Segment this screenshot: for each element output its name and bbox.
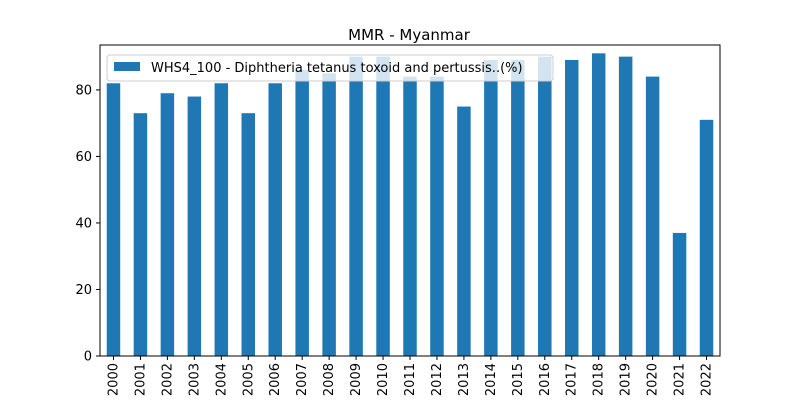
bar-2016 <box>538 56 552 356</box>
bar-2013 <box>457 106 471 356</box>
x-tick-label: 2010 <box>376 363 391 396</box>
bar-2000 <box>106 83 121 356</box>
x-tick-label: 2015 <box>511 363 526 396</box>
bar-2021 <box>672 232 687 356</box>
y-tick-label: 0 <box>84 350 92 365</box>
bar-2017 <box>565 59 579 356</box>
x-tick-label: 2007 <box>295 363 310 396</box>
bar-2007 <box>295 69 309 356</box>
bar-2018 <box>591 53 606 356</box>
bar-2020 <box>645 76 660 356</box>
y-tick-label: 40 <box>75 216 92 231</box>
bar-2019 <box>618 56 633 356</box>
bar-2009 <box>349 56 363 356</box>
bar-2001 <box>133 113 148 356</box>
x-tick-label: 2012 <box>430 363 445 396</box>
chart-title: MMR - Myanmar <box>348 26 471 44</box>
y-axis: 0 20 40 60 80 <box>75 83 100 365</box>
x-tick-label: 2004 <box>214 363 229 396</box>
bar-2015 <box>511 59 525 356</box>
x-tick-label: 2001 <box>133 363 148 396</box>
bar-2003 <box>187 96 202 356</box>
bar-2010 <box>376 56 390 356</box>
legend: WHS4_100 - Diphtheria tetanus toxoid and… <box>106 54 554 82</box>
x-tick-label: 2022 <box>700 363 715 396</box>
x-axis: 2000 2001 2002 2003 2004 2005 2006 2007 2008 2009… <box>106 356 715 396</box>
y-tick-label: 20 <box>75 283 92 298</box>
legend-label: WHS4_100 - Diphtheria tetanus toxoid and… <box>151 61 523 76</box>
x-tick-label: 2008 <box>322 363 337 396</box>
y-tick-label: 80 <box>75 83 92 98</box>
bar-2012 <box>430 76 444 356</box>
x-tick-label: 2013 <box>457 363 472 396</box>
x-tick-label: 2003 <box>187 363 202 396</box>
bar-2011 <box>403 76 417 356</box>
x-tick-label: 2021 <box>673 363 688 396</box>
bar-2005 <box>241 113 255 356</box>
x-tick-label: 2002 <box>160 363 175 396</box>
x-tick-label: 2006 <box>268 363 283 396</box>
x-tick-label: 2009 <box>349 363 364 396</box>
bar-2004 <box>214 83 229 356</box>
x-tick-label: 2020 <box>646 363 661 396</box>
x-tick-label: 2017 <box>565 363 580 396</box>
x-tick-label: 2011 <box>403 363 418 396</box>
legend-swatch <box>114 62 140 71</box>
x-tick-label: 2018 <box>592 363 607 396</box>
bars-group <box>106 53 714 356</box>
x-tick-label: 2000 <box>106 363 121 396</box>
x-tick-label: 2005 <box>241 363 256 396</box>
legend-box <box>106 54 554 82</box>
x-tick-label: 2019 <box>619 363 634 396</box>
bar-2022 <box>699 119 714 356</box>
bar-2008 <box>322 73 336 356</box>
x-tick-label: 2014 <box>484 363 499 396</box>
x-tick-label: 2016 <box>538 363 553 396</box>
bar-2014 <box>484 59 498 356</box>
bar-2002 <box>160 93 175 356</box>
bar-2006 <box>268 83 282 356</box>
y-tick-label: 60 <box>75 150 92 165</box>
